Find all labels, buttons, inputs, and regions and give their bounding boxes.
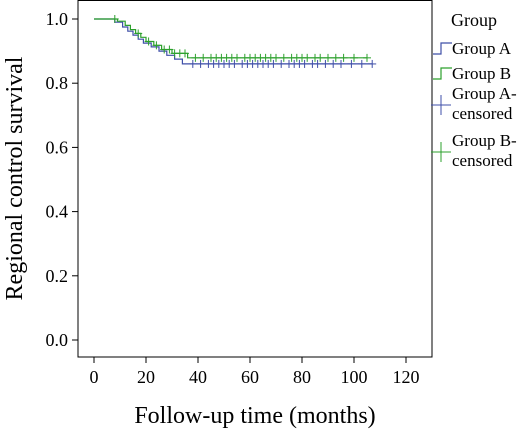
x-tick-label: 120 [393,367,420,387]
censor-mark [357,59,366,68]
censor-mark [230,59,239,68]
plot-area-frame [77,0,433,358]
series-group-a [94,18,377,68]
censor-mark [313,59,322,68]
censor-mark [152,41,161,50]
censor-mark [181,49,189,58]
y-axis-label: Regional control survival [2,56,28,300]
censor-mark [321,59,330,68]
censor-mark [339,53,348,62]
survival-step-line [94,18,367,59]
series-layer [94,15,377,68]
censor-mark [300,59,309,68]
censor-mark [347,59,356,68]
censor-mark [350,53,358,62]
censor-mark [337,59,345,68]
censor-mark [188,59,197,68]
censor-mark [110,15,119,23]
legend-label: Group A- [452,84,517,103]
y-axis-ticks: 0.0 0.2 0.4 0.6 0.8 1.0 [46,9,78,350]
legend-entry: Group A-censored [431,84,517,123]
series-group-b [94,15,371,62]
censor-mark [329,59,338,68]
x-tick-label: 80 [293,367,311,387]
y-tick-label: 0.8 [46,73,69,93]
x-tick-label: 20 [137,367,155,387]
y-tick-label: 0.4 [46,202,69,222]
y-tick-label: 0.0 [46,330,69,350]
censor-mark [279,53,288,62]
legend-label: Group B [452,64,511,83]
censor-mark [196,59,205,68]
legend-entry: Group B [433,64,511,83]
legend-label: censored [452,104,513,123]
x-tick-label: 60 [241,367,259,387]
censor-mark [272,53,280,62]
censor-mark [316,53,325,62]
censor-mark [303,53,312,62]
legend-label: Group B- [452,131,517,150]
censor-mark [191,53,200,62]
x-tick-label: 0 [90,367,99,387]
censor-mark [269,59,278,68]
censor-mark [233,53,241,62]
x-tick-label: 100 [341,367,368,387]
legend-label: censored [452,151,513,170]
censor-mark [324,53,332,62]
censor-mark [165,45,174,54]
censor-mark [144,37,153,46]
y-tick-label: 1.0 [46,9,69,29]
legend-entry: Group A [433,39,512,58]
x-axis-ticks: 0 20 40 60 80 100 120 [90,357,420,387]
y-tick-label: 0.6 [46,137,69,157]
legend-swatch-step [433,67,452,80]
censor-mark [134,29,143,38]
x-tick-label: 40 [189,367,207,387]
survival-step-line [94,18,373,65]
legend-label: Group A [452,39,512,58]
censor-mark [331,53,340,62]
censor-mark [277,59,286,68]
legend-title: Group [451,10,497,30]
legend-swatch-step [433,42,452,55]
censor-mark [368,59,377,68]
censor-mark [199,53,208,62]
x-axis-label: Follow-up time (months) [134,403,375,429]
y-tick-label: 0.2 [46,266,69,286]
censor-mark [363,53,371,62]
legend-entry: Group B-censored [431,131,517,170]
